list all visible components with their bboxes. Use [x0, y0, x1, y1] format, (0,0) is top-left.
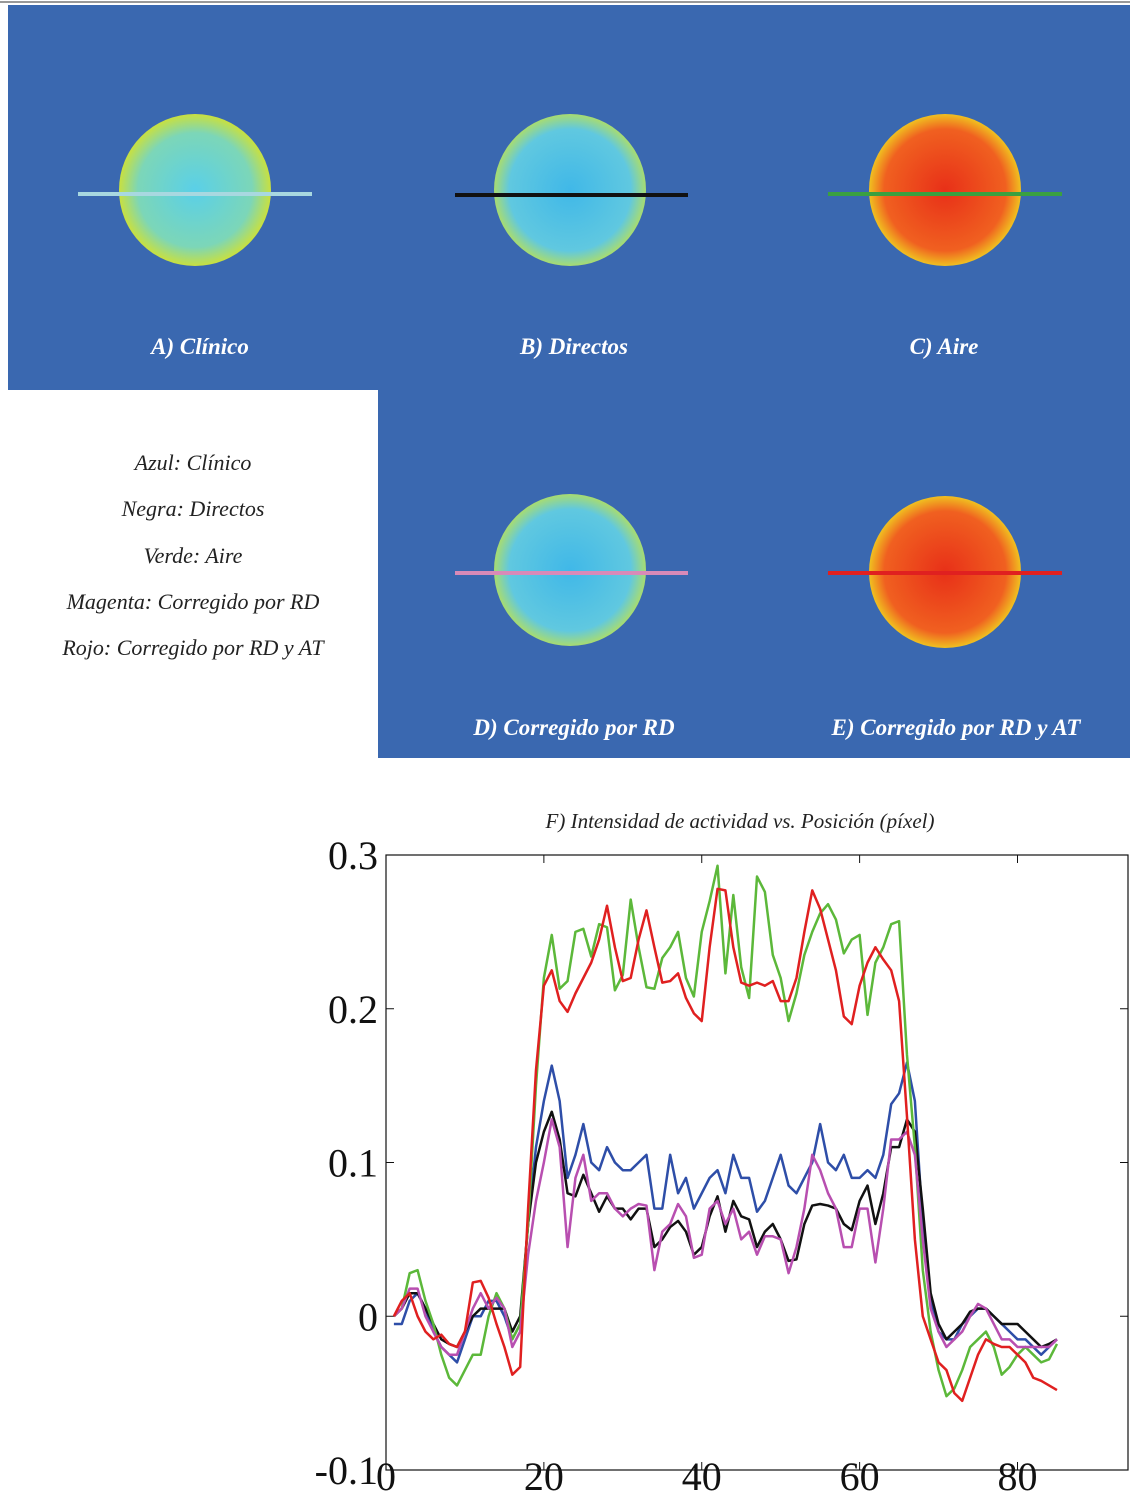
panel-caption: D) Corregido por RD: [472, 715, 675, 740]
x-tick-label: 0: [376, 1454, 396, 1494]
panel-caption: A) Clínico: [149, 334, 249, 359]
y-tick-label: 0.1: [328, 1141, 378, 1186]
y-tick-label: 0: [358, 1294, 378, 1339]
series-line: [394, 1119, 1057, 1354]
phantom: [494, 494, 646, 646]
legend-line: Negra: Directos: [121, 496, 265, 521]
legend-line: Verde: Aire: [144, 543, 243, 568]
x-tick-label: 60: [840, 1454, 880, 1494]
panel-caption: E) Corregido por RD y AT: [831, 715, 1082, 740]
y-tick-label: -0.1: [315, 1448, 378, 1493]
panel-caption: C) Aire: [910, 334, 979, 359]
legend: Azul: Clínico Negra: Directos Verde: Air…: [61, 450, 325, 660]
figure: A) Clínico B) Directos C) Aire D) Correg…: [0, 0, 1130, 1494]
legend-line: Magenta: Corregido por RD: [66, 589, 320, 614]
plot-frame: [386, 855, 1128, 1470]
y-tick-label: 0.2: [328, 987, 378, 1032]
x-tick-label: 40: [682, 1454, 722, 1494]
x-tick-label: 20: [524, 1454, 564, 1494]
legend-line: Azul: Clínico: [133, 450, 252, 475]
legend-line: Rojo: Corregido por RD y AT: [61, 635, 325, 660]
y-tick-label: 0.3: [328, 833, 378, 878]
phantom: [119, 114, 271, 266]
phantom: [869, 114, 1021, 266]
phantom: [494, 114, 646, 266]
panel-caption: B) Directos: [519, 334, 628, 359]
chart-title: F) Intensidad de actividad vs. Posición …: [545, 809, 935, 833]
x-tick-label: 80: [997, 1454, 1037, 1494]
